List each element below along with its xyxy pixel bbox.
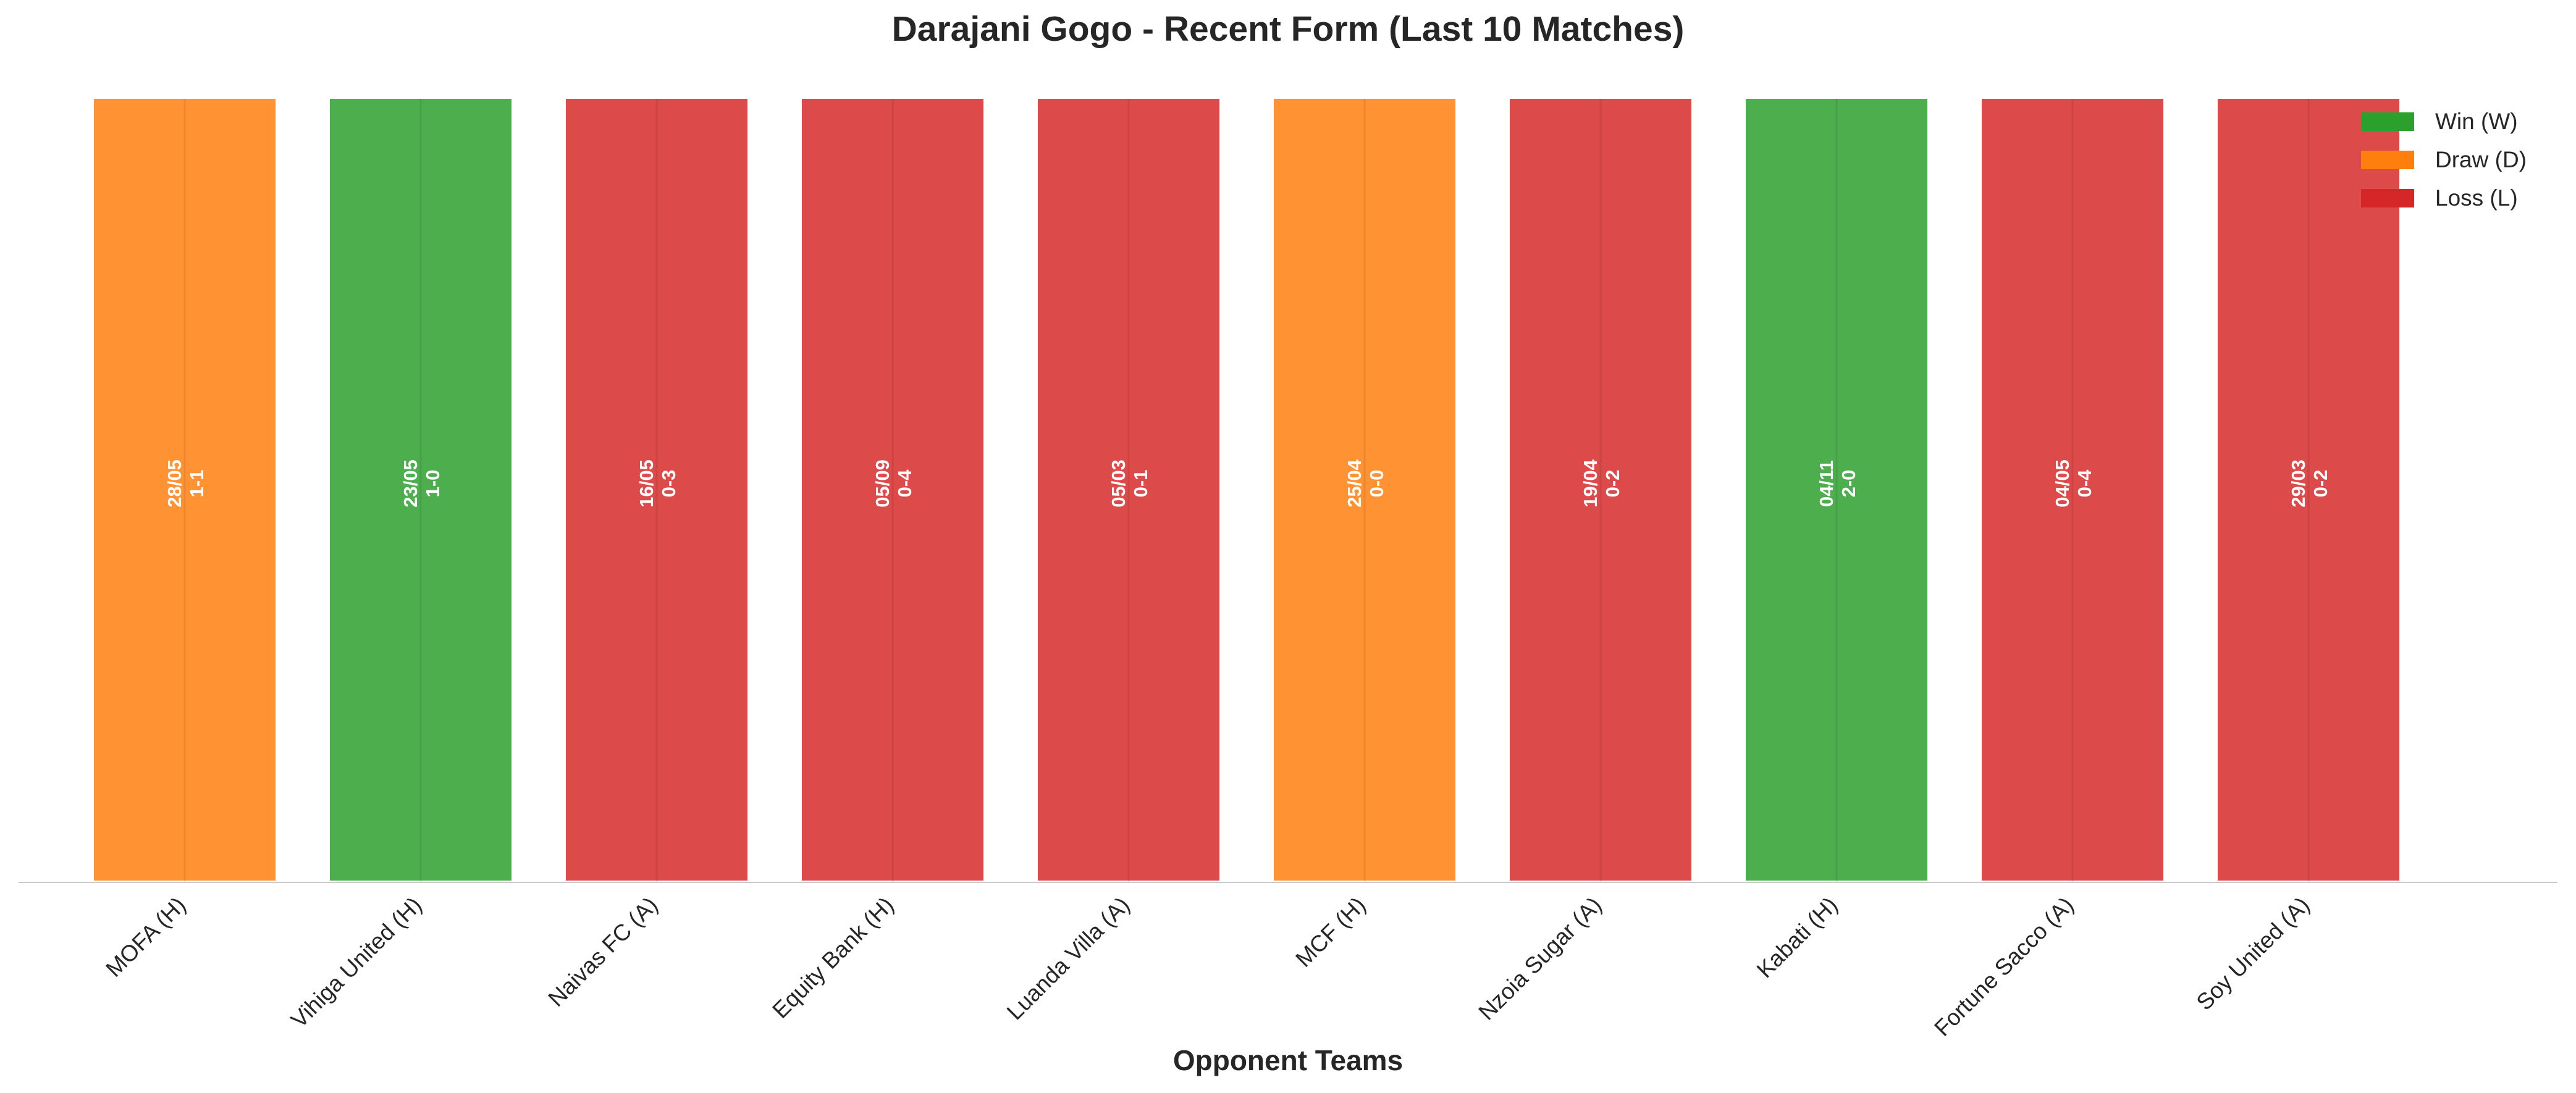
bar-score-label: 0-4 [2074, 469, 2095, 498]
legend-label-l: Loss (L) [2435, 185, 2518, 211]
chart-title: Darajani Gogo - Recent Form (Last 10 Mat… [891, 9, 1685, 49]
bar-2 [327, 96, 514, 883]
x-tick-label-4: Equity Bank (H) [767, 892, 898, 1023]
bar-date-label: 04/05 [2052, 459, 2073, 508]
x-tick-labels: MOFA (H) Vihiga United (H) Naivas FC (A) Eq… [101, 892, 2314, 1041]
bar-5 [1035, 96, 1222, 883]
legend-swatch-w [2361, 112, 2414, 131]
bar-date-label: 05/03 [1108, 459, 1129, 508]
x-tick-label-8: Kabati (H) [1752, 892, 1843, 983]
x-tick-label-1: MOFA (H) [101, 892, 190, 982]
bar-score-label: 2-0 [1838, 470, 1859, 498]
bar-label-8: 04/112-0 [1816, 460, 1859, 507]
bar-label-7: 19/040-2 [1580, 459, 1623, 507]
x-tick-label-2: Vihiga United (H) [286, 892, 427, 1033]
legend-swatch-l [2361, 189, 2414, 207]
x-tick-label-10: Soy United (A) [2192, 892, 2315, 1015]
legend-swatch-d [2361, 151, 2414, 169]
bar-date-label: 16/05 [636, 459, 657, 508]
bar-label-4: 05/090-4 [872, 459, 915, 508]
bar-label-9: 04/050-4 [2052, 459, 2095, 508]
bar-6 [1271, 96, 1458, 883]
bar-date-label: 05/09 [872, 459, 893, 508]
x-tick-label-7: Nzoia Sugar (A) [1474, 892, 1607, 1025]
bar-date-label: 29/03 [2288, 459, 2309, 508]
x-tick-label-3: Naivas FC (A) [543, 892, 662, 1011]
bar-score-label: 0-0 [1366, 470, 1387, 498]
x-tick-label-6: MCF (H) [1290, 892, 1370, 972]
x-axis-label: Opponent Teams [1173, 1044, 1403, 1076]
bar-score-label: 0-2 [2310, 470, 2331, 498]
bar-label-3: 16/050-3 [636, 459, 680, 508]
bar-score-label: 0-3 [658, 470, 680, 498]
bar-date-label: 19/04 [1580, 459, 1601, 507]
bar-score-label: 1-1 [186, 470, 208, 498]
bar-label-6: 25/040-0 [1344, 459, 1387, 507]
x-tick-label-5: Luanda Villa (A) [1002, 892, 1135, 1025]
legend-label-w: Win (W) [2435, 109, 2518, 134]
bar-7 [1507, 96, 1694, 883]
bars-group: 28/051-1 23/051-0 16/050-3 05/090-4 05/030-1… [91, 96, 2402, 883]
bar-score-label: 0-2 [1602, 470, 1623, 498]
bar-4 [799, 96, 986, 883]
bar-score-label: 0-4 [894, 469, 915, 498]
bar-date-label: 28/05 [164, 459, 185, 508]
bar-label-5: 05/030-1 [1108, 459, 1151, 508]
bar-label-10: 29/030-2 [2288, 459, 2331, 508]
bar-1 [91, 96, 278, 883]
bar-8 [1743, 96, 1930, 883]
bar-label-1: 28/051-1 [164, 459, 208, 508]
bar-score-label: 1-0 [422, 470, 444, 498]
x-tick-label-9: Fortune Sacco (A) [1929, 892, 2078, 1041]
bar-3 [563, 96, 750, 883]
bar-10 [2215, 96, 2402, 883]
bar-score-label: 0-1 [1130, 470, 1151, 498]
bar-date-label: 23/05 [400, 459, 421, 508]
bar-date-label: 25/04 [1344, 459, 1365, 507]
bar-label-2: 23/051-0 [400, 459, 444, 508]
bar-9 [1979, 96, 2166, 883]
bar-date-label: 04/11 [1816, 460, 1837, 507]
legend: Win (W) Draw (D) Loss (L) [2361, 109, 2527, 211]
legend-label-d: Draw (D) [2435, 147, 2527, 172]
